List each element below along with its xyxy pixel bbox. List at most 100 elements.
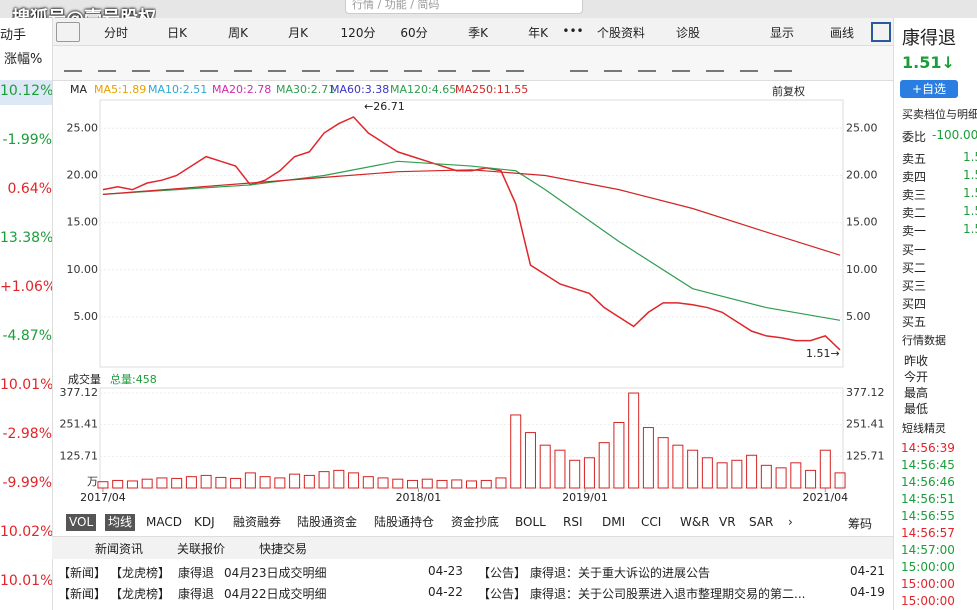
tab-right[interactable]: 画线 xyxy=(830,26,855,40)
indicator-tab[interactable]: CCI xyxy=(641,515,662,529)
tab-icon[interactable] xyxy=(56,22,80,42)
notice-tag: 【公告】 xyxy=(478,566,527,580)
tool-icon[interactable] xyxy=(706,54,724,72)
tool-icon[interactable] xyxy=(200,54,218,72)
indicator-tab[interactable]: 陆股通持仓 xyxy=(374,515,435,529)
tool-icon[interactable] xyxy=(774,54,792,72)
volume-bar xyxy=(657,437,669,489)
tool-icon[interactable] xyxy=(672,54,690,72)
search-box[interactable]: 行情 / 功能 / 简码 xyxy=(345,0,583,14)
y-tick-label: 10.00 xyxy=(67,263,99,276)
tool-icon[interactable] xyxy=(234,54,252,72)
period-tab[interactable]: 个股资料 xyxy=(596,26,645,40)
event-time[interactable]: 14:56:55 xyxy=(901,509,955,523)
period-tab[interactable]: ••• xyxy=(562,24,584,38)
news-title[interactable]: 04月23日成交明细 xyxy=(224,566,327,580)
indicator-tab[interactable]: BOLL xyxy=(515,515,546,529)
tool-icon[interactable] xyxy=(438,54,456,72)
volume-bar xyxy=(834,472,846,489)
tab-right[interactable]: 显示 xyxy=(770,26,795,40)
notice-title[interactable]: 康得退：关于公司股票进入退市整理期交易的第二... xyxy=(530,587,806,601)
event-time[interactable]: 15:00:00 xyxy=(901,577,955,591)
buy-label: 买一 xyxy=(902,243,927,257)
news-tab[interactable]: 关联报价 xyxy=(177,542,226,556)
indicator-tab[interactable]: W&R xyxy=(680,515,710,529)
stat-label: 最低 xyxy=(904,402,929,416)
tool-icon[interactable] xyxy=(268,54,286,72)
volume-bar xyxy=(126,480,138,489)
indicator-tab[interactable]: › xyxy=(788,515,793,529)
period-tab[interactable]: 年K xyxy=(528,26,548,40)
event-time[interactable]: 14:56:57 xyxy=(901,526,955,540)
tool-icon[interactable] xyxy=(98,54,116,72)
volume-bar xyxy=(480,479,492,489)
adjust-mode[interactable]: 前复权 xyxy=(772,85,805,98)
add-watch[interactable]: +自选 xyxy=(900,80,958,98)
news-title[interactable]: 04月22日成交明细 xyxy=(224,587,327,601)
event-time[interactable]: 14:56:45 xyxy=(901,458,955,472)
tool-icon[interactable] xyxy=(506,54,524,72)
indicator-tab[interactable]: MACD xyxy=(146,515,182,529)
indicator-tab[interactable]: RSI xyxy=(563,515,583,529)
period-tab[interactable]: 月K xyxy=(288,26,308,40)
layout-icon[interactable] xyxy=(871,22,891,42)
change-pct: +1.06% xyxy=(0,279,52,295)
period-tab[interactable]: 120分 xyxy=(340,26,376,40)
tool-icon[interactable] xyxy=(472,54,490,72)
indicator-tab[interactable]: 陆股通资金 xyxy=(297,515,358,529)
tool-icon[interactable] xyxy=(740,54,758,72)
period-tab[interactable]: 分时 xyxy=(103,26,128,40)
weibi-value: -100.00 xyxy=(932,128,977,142)
y-tick-label: 5.00 xyxy=(74,310,99,323)
row-highlight xyxy=(0,80,52,105)
indicator-tab[interactable]: DMI xyxy=(602,515,626,529)
toolbar xyxy=(52,46,893,81)
volume-bar xyxy=(451,479,463,489)
sell-price: 1.51 xyxy=(963,150,977,164)
indicator-tab[interactable]: 资金抄底 xyxy=(451,515,500,529)
tool-icon[interactable] xyxy=(370,54,388,72)
period-tab[interactable]: 季K xyxy=(468,26,488,40)
change-pct: -1.99% xyxy=(2,132,52,148)
news-stock: 康得退 xyxy=(178,587,215,601)
buy-label: 买二 xyxy=(902,261,927,275)
indicator-tab[interactable]: VR xyxy=(719,515,736,529)
volume-bar xyxy=(348,472,360,489)
news-tab[interactable]: 快捷交易 xyxy=(259,542,308,556)
ma-legend: MA250:11.55 xyxy=(455,83,529,96)
period-tab[interactable]: 周K xyxy=(228,26,248,40)
indicator-tab[interactable]: KDJ xyxy=(194,515,215,529)
indicator-right[interactable]: 筹码 xyxy=(848,517,873,531)
sell-label: 卖三 xyxy=(902,188,927,202)
event-time[interactable]: 14:56:51 xyxy=(901,492,955,506)
event-time[interactable]: 15:00:00 xyxy=(901,594,955,608)
buy-label: 买四 xyxy=(902,297,927,311)
stat-label: 最高 xyxy=(904,386,929,400)
event-time[interactable]: 14:57:00 xyxy=(901,543,955,557)
event-time[interactable]: 14:56:39 xyxy=(901,441,955,455)
event-time[interactable]: 15:00:00 xyxy=(901,560,955,574)
period-tab[interactable]: 诊股 xyxy=(675,26,700,40)
event-time[interactable]: 14:56:46 xyxy=(901,475,955,489)
notice-title[interactable]: 康得退：关于重大诉讼的进展公告 xyxy=(530,566,711,580)
volume-bar xyxy=(583,457,595,489)
tool-icon[interactable] xyxy=(638,54,656,72)
tool-icon[interactable] xyxy=(336,54,354,72)
y-tick-label-right: 5.00 xyxy=(846,310,871,323)
tool-icon[interactable] xyxy=(604,54,622,72)
indicator-tab[interactable]: 均线 xyxy=(105,514,136,531)
tool-icon[interactable] xyxy=(570,54,588,72)
indicator-tab[interactable]: 融资融券 xyxy=(233,515,282,529)
tool-icon[interactable] xyxy=(64,54,82,72)
news-tab[interactable]: 新闻资讯 xyxy=(95,542,144,556)
indicator-tab[interactable]: VOL xyxy=(66,514,97,531)
tool-icon[interactable] xyxy=(302,54,320,72)
tool-icon[interactable] xyxy=(166,54,184,72)
period-tab[interactable]: 日K xyxy=(167,26,187,40)
tool-icon[interactable] xyxy=(132,54,150,72)
period-tab[interactable]: 60分 xyxy=(400,26,428,40)
indicator-tab[interactable]: SAR xyxy=(749,515,774,529)
news-stock: 康得退 xyxy=(178,566,215,580)
tool-icon[interactable] xyxy=(404,54,422,72)
y-tick-label-right: 10.00 xyxy=(846,263,878,276)
